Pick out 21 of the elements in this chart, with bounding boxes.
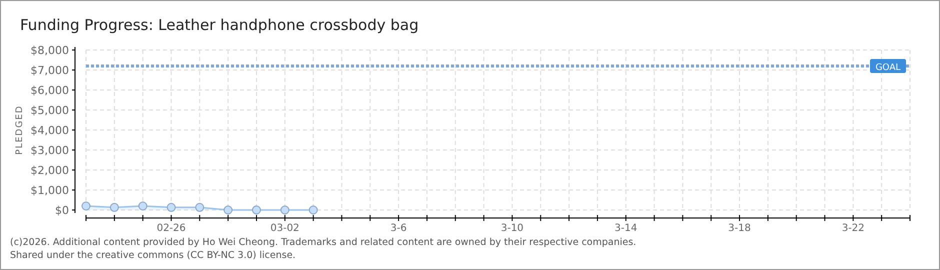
x-tick-label: 3-10 bbox=[500, 223, 524, 234]
x-tick-label: 3-14 bbox=[614, 223, 638, 234]
y-tick-label: $3,000 bbox=[30, 144, 69, 157]
x-tick-label: 02-26 bbox=[156, 223, 186, 234]
y-tick-label: $7,000 bbox=[30, 64, 69, 77]
x-tick-label: 3-22 bbox=[842, 223, 865, 234]
y-tick-label: $4,000 bbox=[30, 124, 69, 137]
y-axis-title: PLEDGED bbox=[15, 105, 25, 155]
x-tick-label: 3-18 bbox=[728, 223, 751, 234]
ref-line-label: GOAL bbox=[875, 63, 901, 73]
text: Shared under the creative commons (CC BY-NC 3.0) license. bbox=[10, 250, 296, 261]
y-tick-label: $5,000 bbox=[30, 104, 69, 117]
text: (c)2026. Additional content provided by Ho Wei Cheong. Trademarks and related content are owned by their respective companies. bbox=[10, 237, 636, 248]
y-tick-label: $8,000 bbox=[30, 44, 69, 57]
x-tick-label: 03-02 bbox=[270, 223, 300, 234]
y-tick-label: $1,000 bbox=[30, 184, 69, 197]
y-tick-label: $6,000 bbox=[30, 84, 69, 97]
x-tick-label: 3-6 bbox=[390, 223, 407, 234]
y-tick-label: $2,000 bbox=[30, 164, 69, 177]
chart-title: Funding Progress: Leather handphone crossbody bag bbox=[20, 16, 419, 34]
y-tick-label: $0 bbox=[55, 204, 69, 217]
